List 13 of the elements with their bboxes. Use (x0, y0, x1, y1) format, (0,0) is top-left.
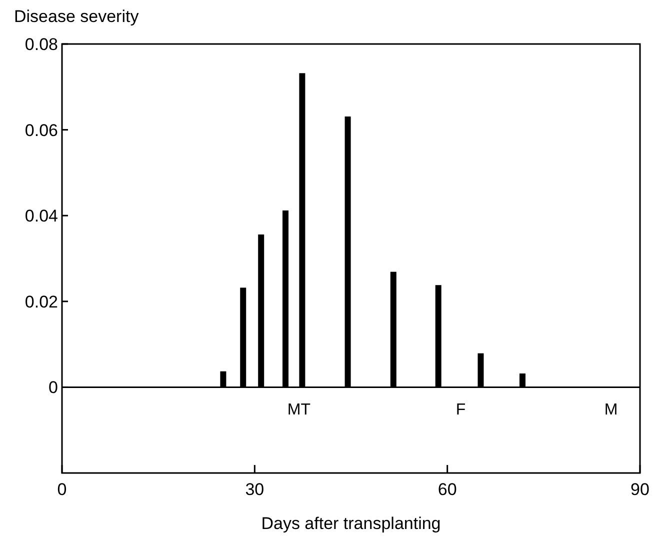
annotation: MT (287, 401, 311, 418)
y-tick-label: 0.06 (24, 120, 58, 140)
annotation: M (604, 401, 618, 418)
x-tick-label: 60 (438, 480, 457, 499)
y-axis-title: Disease severity (14, 7, 140, 26)
annotation: F (456, 401, 466, 418)
y-tick-label: 0 (48, 378, 58, 398)
y-tick-label: 0.08 (24, 34, 58, 54)
x-tick-label: 30 (245, 480, 264, 499)
x-axis-title: Days after transplanting (261, 514, 441, 533)
y-tick-label: 0.02 (24, 292, 58, 312)
x-tick-label: 90 (630, 480, 650, 499)
y-tick-label: 0.04 (24, 206, 58, 226)
